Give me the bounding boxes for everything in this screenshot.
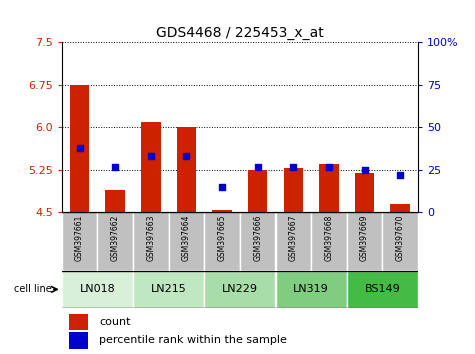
Text: count: count <box>99 317 131 327</box>
Bar <box>212 210 232 212</box>
Text: GSM397668: GSM397668 <box>324 214 333 261</box>
Text: GSM397670: GSM397670 <box>396 214 405 261</box>
Bar <box>105 190 125 212</box>
Bar <box>390 204 410 212</box>
Bar <box>319 164 339 212</box>
Bar <box>204 212 240 271</box>
Text: LN215: LN215 <box>151 284 187 295</box>
Bar <box>347 212 382 271</box>
Text: GSM397666: GSM397666 <box>253 214 262 261</box>
Bar <box>382 212 418 271</box>
Text: cell line: cell line <box>15 284 52 295</box>
Bar <box>133 212 169 271</box>
Point <box>147 154 155 159</box>
Bar <box>97 212 133 271</box>
Point <box>218 184 226 190</box>
Bar <box>355 173 374 212</box>
Text: LN018: LN018 <box>79 284 115 295</box>
Text: percentile rank within the sample: percentile rank within the sample <box>99 335 287 346</box>
Point <box>182 154 190 159</box>
Text: GSM397661: GSM397661 <box>75 214 84 261</box>
Bar <box>276 271 347 308</box>
Point <box>289 164 297 169</box>
Text: GSM397669: GSM397669 <box>360 214 369 261</box>
Text: GSM397667: GSM397667 <box>289 214 298 261</box>
Point <box>325 164 332 169</box>
Text: LN319: LN319 <box>293 284 329 295</box>
Bar <box>62 212 97 271</box>
Bar <box>69 332 88 348</box>
Text: GSM397662: GSM397662 <box>111 214 120 261</box>
Bar <box>248 170 267 212</box>
Text: GSM397664: GSM397664 <box>182 214 191 261</box>
Bar <box>240 212 276 271</box>
Bar <box>177 127 196 212</box>
Bar <box>169 212 204 271</box>
Text: GSM397665: GSM397665 <box>218 214 227 261</box>
Text: GSM397663: GSM397663 <box>146 214 155 261</box>
Bar <box>204 271 276 308</box>
Bar <box>284 168 303 212</box>
Point <box>111 164 119 169</box>
Text: LN229: LN229 <box>222 284 258 295</box>
Bar <box>133 271 204 308</box>
Bar <box>62 271 133 308</box>
Bar <box>70 85 89 212</box>
Title: GDS4468 / 225453_x_at: GDS4468 / 225453_x_at <box>156 26 324 40</box>
Point <box>361 167 369 173</box>
Bar <box>141 122 161 212</box>
Point <box>76 145 84 151</box>
Bar <box>276 212 311 271</box>
Text: BS149: BS149 <box>364 284 400 295</box>
Bar <box>347 271 418 308</box>
Point <box>396 172 404 178</box>
Bar <box>69 314 88 330</box>
Point <box>254 164 261 169</box>
Bar <box>311 212 347 271</box>
